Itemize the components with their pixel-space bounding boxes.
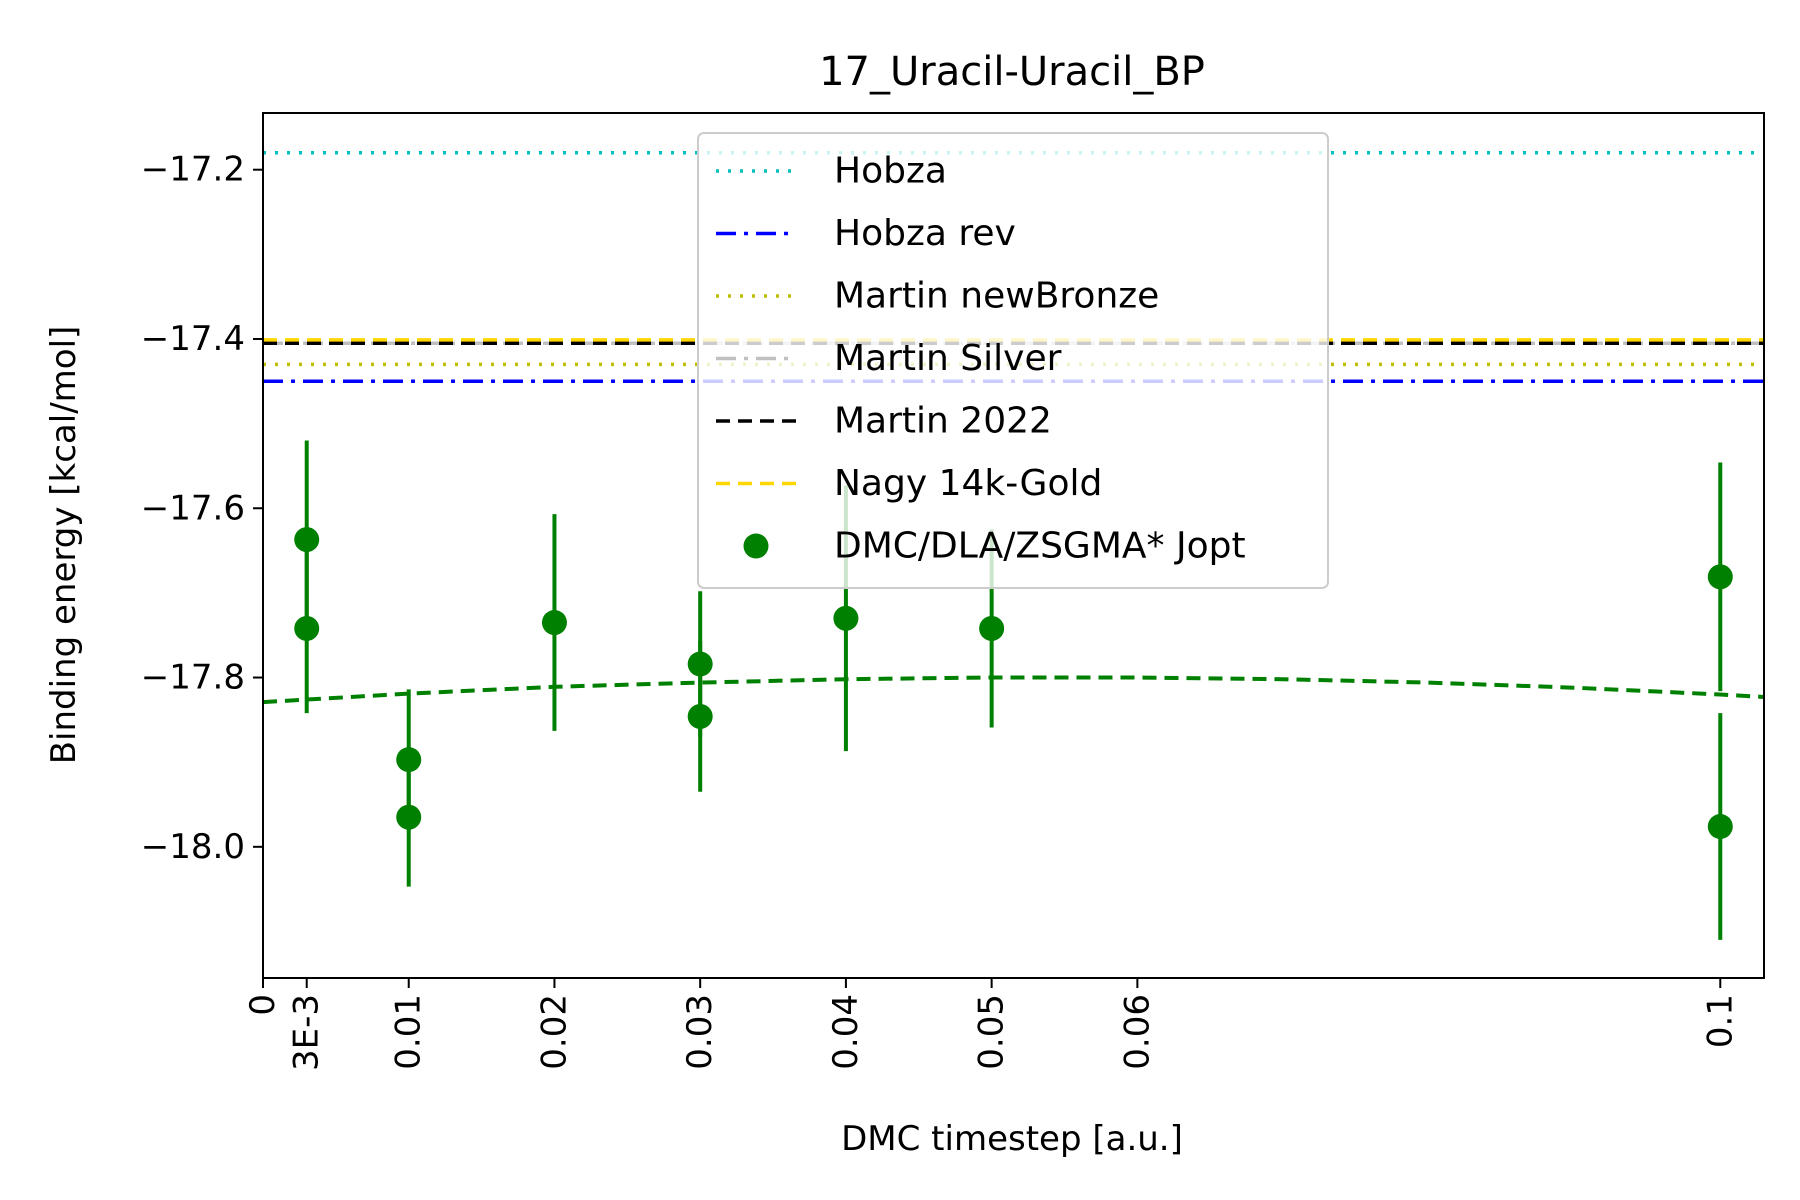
y-tick-label-3: −17.8	[141, 658, 245, 698]
data-point-1	[294, 615, 320, 641]
legend-label-3: Martin Silver	[834, 338, 1062, 379]
y-axis-label: Binding energy [kcal/mol]	[44, 326, 84, 765]
data-point-6	[687, 703, 713, 729]
chart-title: 17_Uracil-Uracil_BP	[819, 49, 1205, 95]
legend-label-0: Hobza	[834, 151, 947, 192]
x-tick-label-0: 0	[243, 994, 283, 1016]
plot-frame	[262, 112, 1765, 979]
y-axis: −17.2 −17.4 −17.6 −17.8 −18.0	[141, 150, 263, 867]
fit-curve	[262, 675, 1765, 705]
x-tick-label-5: 0.04	[826, 994, 866, 1070]
legend-label-2: Martin newBronze	[834, 276, 1159, 317]
x-tick-label-8: 0.1	[1700, 994, 1740, 1048]
data-points	[294, 440, 1733, 940]
x-tick-label-6: 0.05	[972, 994, 1012, 1070]
legend: Hobza Hobza rev Martin newBronze Martin Sil…	[697, 132, 1329, 589]
legend-swatch-6	[743, 533, 769, 559]
legend-label-4: Martin 2022	[834, 401, 1052, 442]
data-point-7	[833, 605, 859, 631]
x-tick-label-4: 0.03	[680, 994, 720, 1070]
x-tick-label-1: 3E-3	[287, 994, 327, 1071]
y-tick-label-4: −18.0	[141, 827, 245, 867]
legend-label-1: Hobza rev	[834, 213, 1016, 254]
y-tick-label-1: −17.4	[141, 319, 245, 359]
data-point-8	[979, 615, 1005, 641]
x-tick-label-7: 0.06	[1117, 994, 1157, 1070]
data-point-3	[396, 804, 422, 830]
fit-layer	[262, 675, 1765, 705]
legend-label-5: Nagy 14k-Gold	[834, 463, 1102, 504]
data-point-10	[1707, 813, 1733, 839]
x-tick-label-3: 0.02	[534, 994, 574, 1070]
legend-label-6: DMC/DLA/ZSGMA* Jopt	[834, 526, 1246, 567]
data-point-0	[294, 527, 320, 553]
y-tick-label-0: −17.2	[141, 150, 245, 190]
x-axis-label: DMC timestep [a.u.]	[841, 1119, 1183, 1159]
x-tick-label-2: 0.01	[389, 994, 429, 1070]
y-tick-label-2: −17.6	[141, 488, 245, 528]
data-point-9	[1707, 564, 1733, 590]
legend-box	[697, 132, 1329, 589]
data-point-4	[541, 610, 567, 636]
x-axis: 0 3E-3 0.01 0.02 0.03 0.04 0.05 0.06 0.1	[243, 978, 1740, 1071]
